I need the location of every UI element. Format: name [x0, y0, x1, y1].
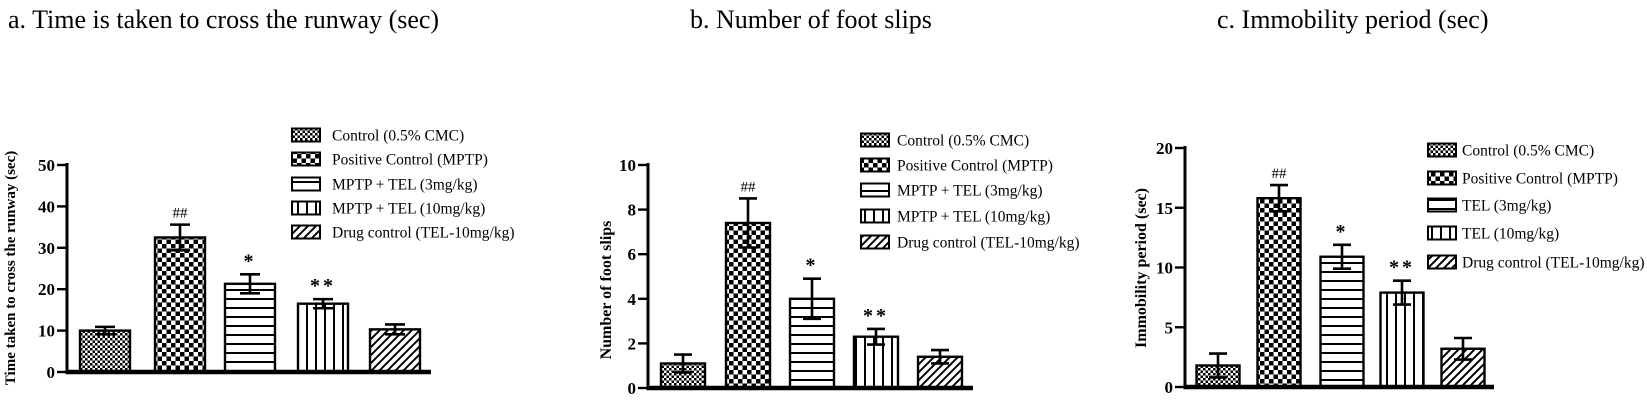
significance-annotation-4: **	[863, 305, 889, 327]
error-bar-3	[240, 272, 260, 295]
legend-swatch-2	[1427, 170, 1457, 186]
legend-swatch-1	[291, 127, 321, 143]
y-tick-label: 4	[628, 290, 637, 309]
bar-3	[223, 282, 277, 374]
y-tick-label: 50	[38, 156, 55, 175]
bar-5	[368, 328, 422, 374]
y-tick-label: 20	[38, 280, 55, 299]
legend-swatch-2	[291, 151, 321, 167]
error-bar-4	[1393, 279, 1411, 306]
y-axis-title: Time taken to cross the runway (sec)	[3, 151, 19, 385]
error-bar-4	[313, 297, 333, 310]
legend-label-3: TEL (3mg/kg)	[1462, 198, 1551, 215]
y-tick-label: 30	[38, 239, 55, 258]
legend-label-4: MPTP + TEL (10mg/kg)	[897, 209, 1050, 226]
bar-2	[153, 236, 207, 374]
legend-label-3: MPTP + TEL (3mg/kg)	[897, 183, 1043, 200]
y-axis-title: Number of foot slips	[598, 221, 615, 360]
significance-annotation-3: *	[806, 255, 819, 277]
legend-swatch-5	[1427, 254, 1457, 270]
legend-label-1: Control (0.5% CMC)	[332, 128, 464, 145]
legend-swatch-4	[860, 208, 890, 224]
bar-2	[1256, 196, 1302, 389]
legend-label-5: Drug control (TEL-10mg/kg)	[332, 225, 515, 242]
legend-swatch-1	[860, 132, 890, 148]
significance-annotation-3: *	[1336, 221, 1349, 243]
y-tick-label: 8	[628, 201, 637, 220]
bar-4	[1379, 291, 1425, 389]
error-bar-5	[931, 348, 949, 365]
legend-label-5: Drug control (TEL-10mg/kg)	[897, 235, 1080, 252]
legend-swatch-5	[291, 224, 321, 240]
error-bar-4	[867, 327, 885, 346]
legend-label-2: Positive Control (MPTP)	[332, 152, 488, 169]
y-tick-label: 0	[47, 363, 56, 382]
y-tick-label: 5	[1165, 318, 1174, 337]
error-bar-1	[1209, 352, 1227, 379]
legend-label-5: Drug control (TEL-10mg/kg)	[1462, 255, 1645, 272]
y-tick-label: 40	[38, 197, 55, 216]
significance-annotation-2: ##	[173, 206, 189, 222]
error-bar-1	[95, 325, 115, 336]
legend-label-4: MPTP + TEL (10mg/kg)	[332, 201, 485, 218]
legend-swatch-4	[291, 200, 321, 216]
legend-label-4: TEL (10mg/kg)	[1462, 226, 1559, 243]
bar-3	[1319, 255, 1365, 389]
bar-4	[296, 302, 350, 374]
legend-swatch-3	[860, 182, 890, 198]
y-tick-label: 2	[628, 334, 637, 353]
significance-annotation-2: ##	[1272, 166, 1288, 182]
y-tick-label: 10	[619, 156, 636, 175]
y-tick-label: 0	[628, 379, 637, 398]
bar-2	[724, 221, 772, 390]
bar-1	[78, 329, 132, 374]
error-bar-3	[1333, 243, 1351, 270]
significance-annotation-4: **	[310, 275, 336, 297]
error-bar-5	[1454, 336, 1472, 361]
legend-swatch-5	[860, 234, 890, 250]
error-bar-5	[385, 323, 405, 336]
legend-label-2: Positive Control (MPTP)	[1462, 171, 1618, 188]
legend-label-1: Control (0.5% CMC)	[897, 133, 1029, 150]
panel-c-title: c. Immobility period (sec)	[1217, 5, 1489, 34]
error-bar-2	[170, 223, 190, 252]
error-bar-2	[1270, 183, 1288, 213]
legend-label-2: Positive Control (MPTP)	[897, 158, 1053, 175]
legend-swatch-2	[860, 157, 890, 173]
y-tick-label: 10	[1156, 259, 1173, 278]
panel-a-title: a. Time is taken to cross the runway (se…	[8, 5, 440, 34]
legend-swatch-3	[291, 176, 321, 192]
legend-label-3: MPTP + TEL (3mg/kg)	[332, 177, 478, 194]
y-tick-label: 6	[628, 245, 637, 264]
legend-label-1: Control (0.5% CMC)	[1462, 143, 1594, 160]
y-tick-label: 10	[38, 322, 55, 341]
significance-annotation-2: ##	[741, 179, 757, 195]
significance-annotation-3: *	[244, 250, 257, 272]
error-bar-2	[739, 197, 757, 249]
y-tick-label: 0	[1165, 378, 1174, 397]
panel-b-title: b. Number of foot slips	[690, 5, 932, 34]
error-bar-1	[674, 353, 692, 374]
legend-swatch-1	[1427, 142, 1457, 158]
y-axis-title: Immobility period (sec)	[1133, 188, 1150, 348]
y-tick-label: 15	[1156, 199, 1173, 218]
error-bar-3	[803, 277, 821, 321]
legend-swatch-4	[1427, 225, 1457, 241]
y-tick-label: 20	[1156, 139, 1173, 158]
significance-annotation-4: **	[1389, 257, 1415, 279]
legend-swatch-3	[1427, 197, 1457, 213]
